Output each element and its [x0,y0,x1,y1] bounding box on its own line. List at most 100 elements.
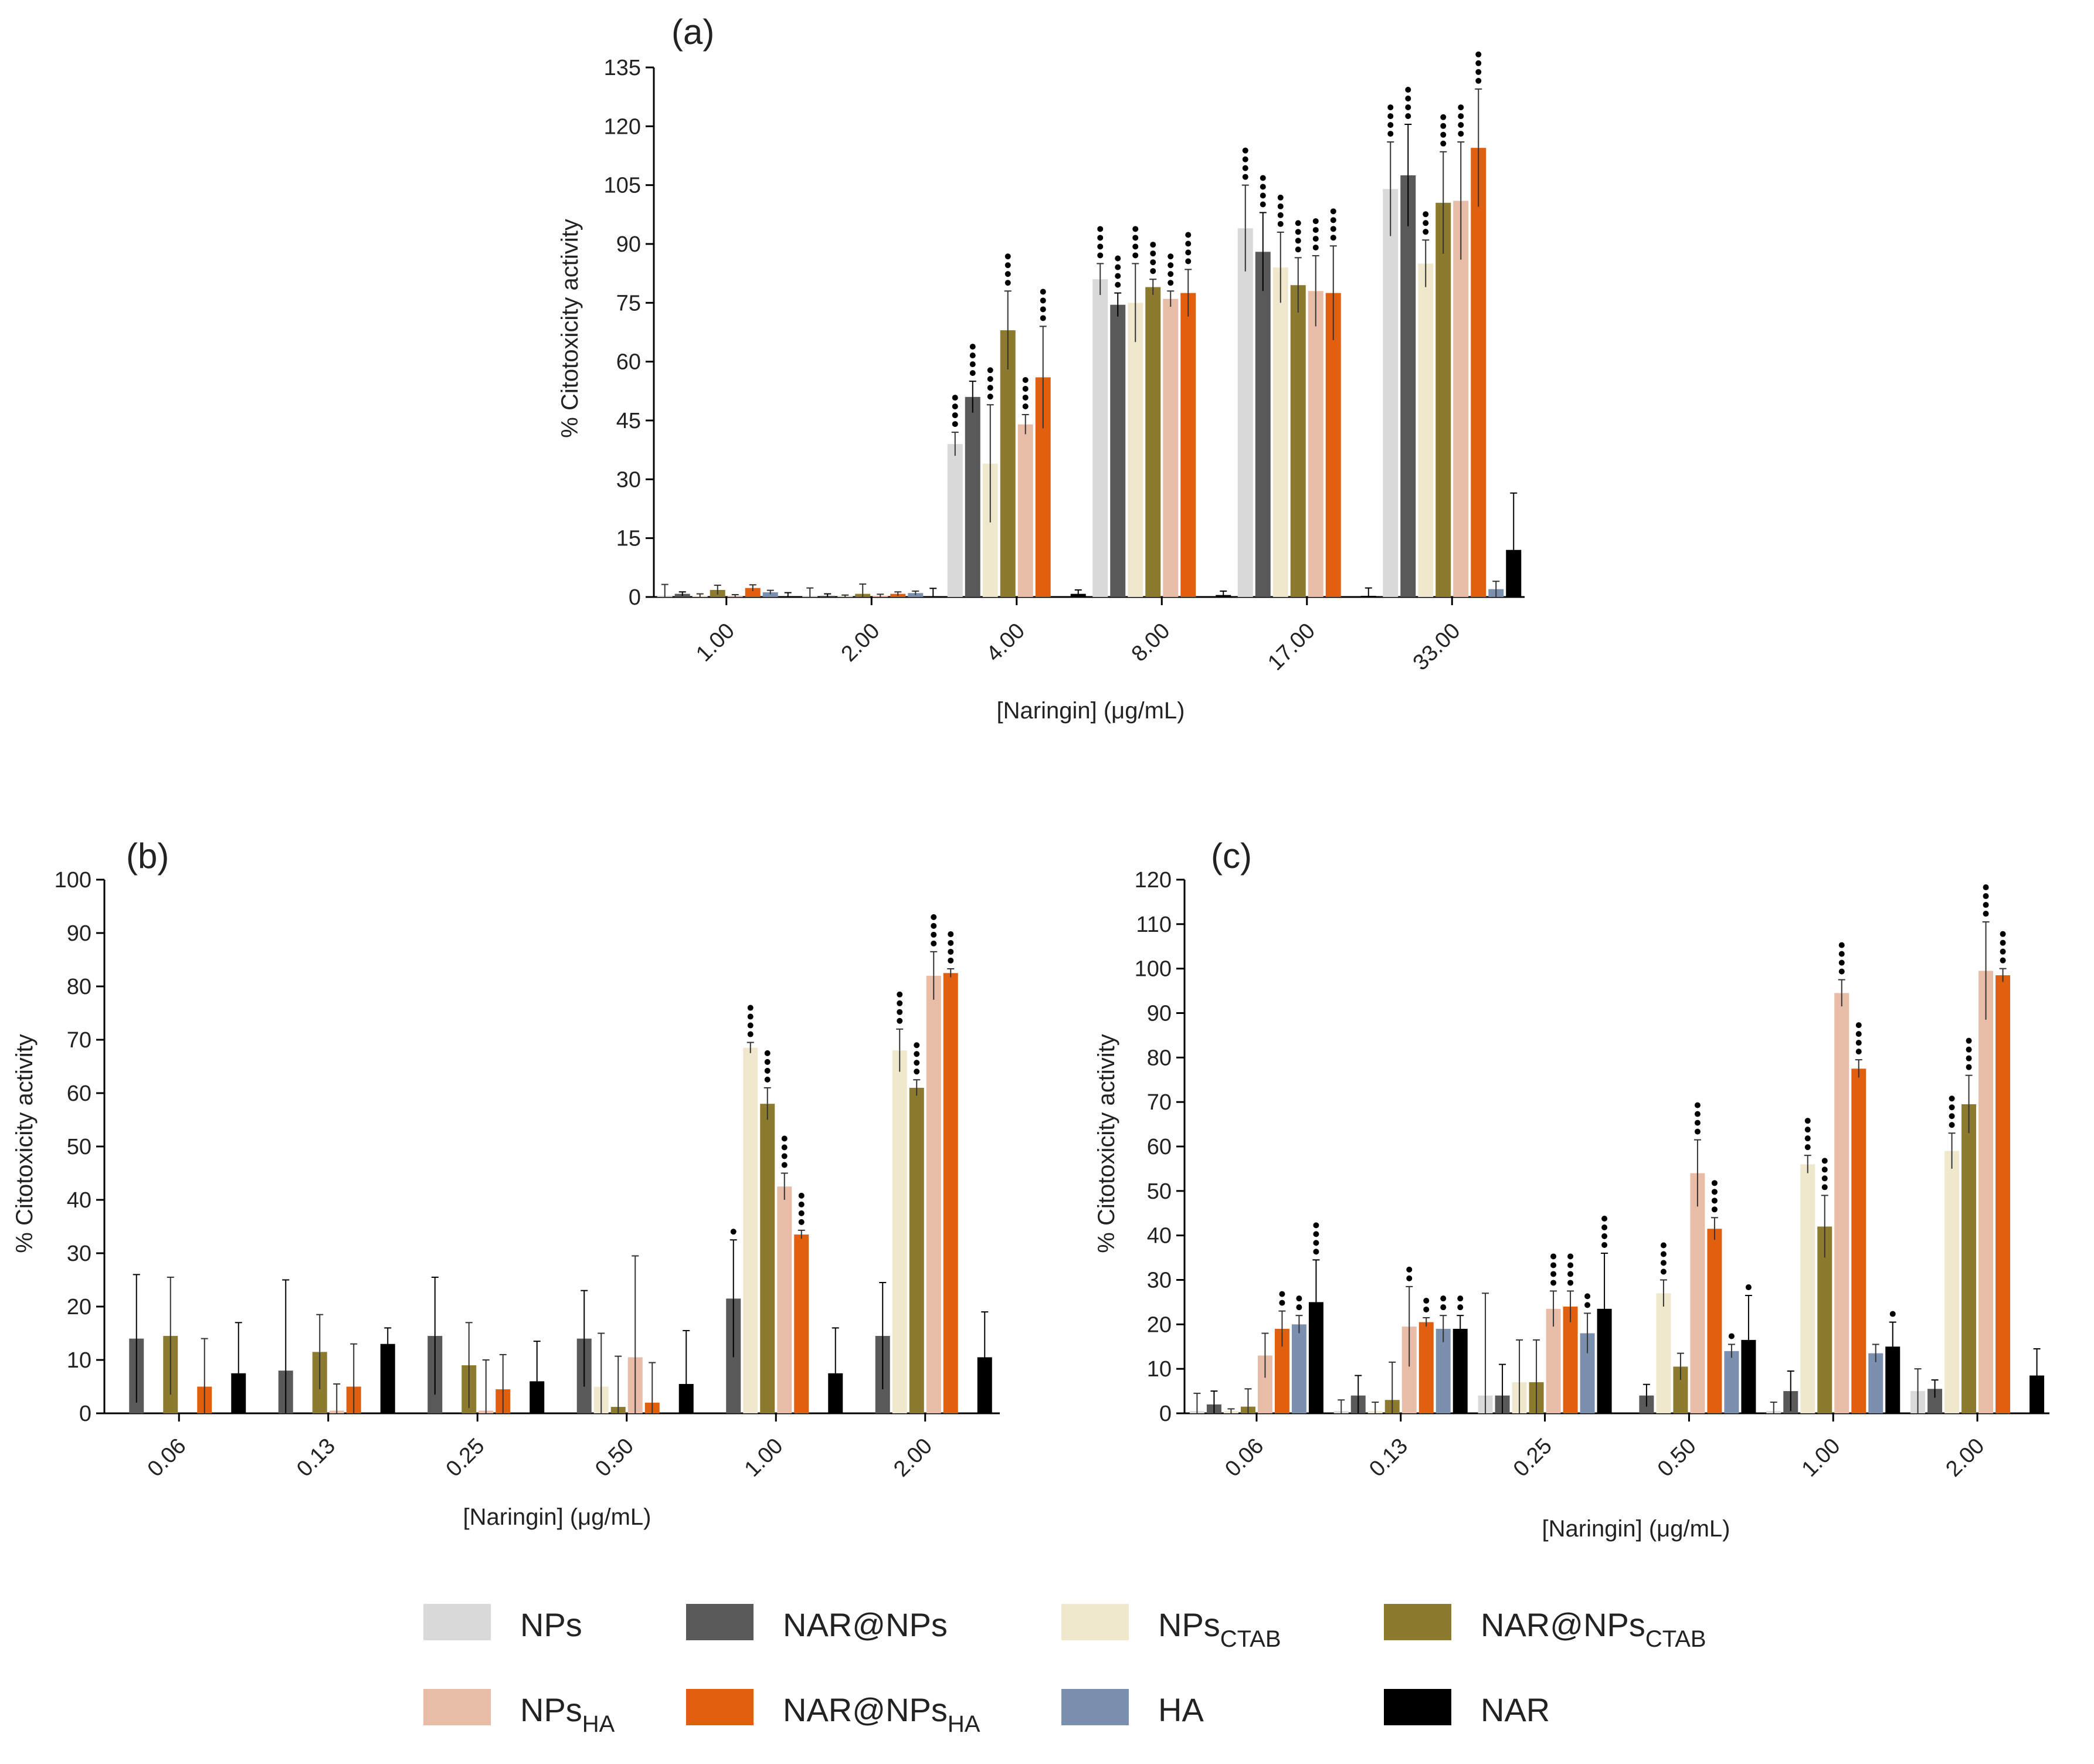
significance-dot [897,1017,903,1024]
x-tick-label: 8.00 [1127,619,1175,667]
significance-dot [1983,911,1989,917]
bar [965,396,980,597]
panel-b-chart: (b) % Citotoxicity activity [Naringin] (… [12,836,1000,1530]
significance-dot [1804,1127,1811,1133]
panel-axes: 0 10 20 30 40 50 60 70 80 90 100 0.06 0.13 0.25 0.50 1.… [55,868,1000,1482]
significance-dot [1804,1118,1811,1124]
significance-dot [1132,252,1139,259]
significance-dot [2000,931,2006,937]
significance-dot [1550,1253,1557,1260]
bar [745,588,761,597]
significance-dot [1022,385,1029,392]
legend-swatch [1384,1689,1451,1725]
significance-dot [1601,1242,1608,1248]
x-tick-label: 33.00 [1409,619,1465,676]
legend-label-main: NAR [1481,1691,1550,1728]
legend-swatch [686,1604,754,1640]
significance-dot [952,412,958,419]
significance-dot [1115,273,1121,279]
panel-a-y-axis-title: % Citotoxicity activity [557,219,583,437]
significance-dot [747,1005,754,1011]
x-tick-label: 4.00 [982,619,1030,667]
panel-c-title: (c) [1211,836,1252,876]
significance-dot [897,1009,903,1015]
legend-label-main: NPs [1158,1606,1220,1643]
significance-dot [1004,280,1011,286]
significance-dot [1440,1304,1447,1311]
significance-dot [1260,201,1266,208]
significance-dot [897,1000,903,1006]
significance-dot [1132,226,1139,232]
significance-dot [1567,1253,1574,1260]
significance-dot [931,940,937,947]
significance-dot [1440,131,1447,138]
bar [1272,267,1288,598]
panel-a-title: (a) [671,12,714,52]
y-tick-label: 40 [1147,1224,1172,1249]
y-tick-label: 10 [1147,1357,1172,1382]
bar [1383,189,1399,597]
y-tick-label: 40 [67,1188,91,1213]
significance-dot [1168,280,1174,286]
significance-dot [897,991,903,998]
legend-label: NAR [1481,1691,1550,1728]
significance-dot [1022,376,1029,383]
y-tick-label: 75 [616,291,641,316]
significance-dot [1440,140,1447,147]
panel-c-x-axis-title: [Naringin] (μg/mL) [1542,1516,1730,1542]
significance-dot [1097,235,1104,241]
legend-item: NAR [1384,1689,1550,1728]
significance-dot [1804,1135,1811,1142]
significance-dot [1475,51,1482,57]
significance-dot [1458,131,1464,137]
legend-swatch [423,1689,491,1725]
significance-dot [1296,1304,1302,1311]
significance-dot [1440,114,1447,120]
bar [1868,1353,1883,1413]
significance-dot [1440,1295,1447,1302]
panel-a-chart: (a) % Citotoxicity activity [Naringin] (… [557,12,1525,724]
significance-dot [1387,122,1394,128]
significance-dot [1949,1104,1955,1111]
x-tick-label: 1.00 [1797,1434,1845,1482]
significance-dot [1185,258,1192,264]
significance-dot [1660,1242,1667,1249]
legend-label: NPsCTAB [1158,1606,1281,1652]
significance-dot [798,1201,805,1207]
y-tick-label: 30 [67,1241,91,1266]
significance-dot [1966,1064,1972,1070]
significance-dot [931,931,937,938]
significance-dot [1949,1122,1955,1128]
x-tick-label: 0.13 [292,1434,340,1482]
significance-dot [2000,948,2006,955]
significance-dot [1457,1295,1464,1302]
significance-dot [1330,217,1336,223]
significance-dot [1150,242,1156,248]
y-tick-label: 120 [604,114,641,139]
legend-item: NPsCTAB [1061,1604,1281,1652]
significance-dot [1458,104,1464,111]
significance-dot [1115,255,1121,262]
bar [1291,1324,1306,1413]
significance-dot [1022,394,1029,401]
significance-dot [952,395,958,401]
significance-dot [1949,1095,1955,1102]
significance-dot [1838,942,1845,948]
y-tick-label: 0 [629,585,641,610]
significance-dot [1185,240,1192,247]
y-tick-label: 110 [1136,912,1172,937]
significance-dot [1040,289,1046,295]
legend-item: NAR@NPs [686,1604,948,1643]
significance-dot [798,1219,805,1225]
panel-b-y-axis-title: % Citotoxicity activity [12,1034,38,1253]
bar [1944,1151,1960,1413]
significance-dot [1966,1046,1972,1053]
y-tick-label: 30 [1147,1268,1172,1293]
legend-label: HA [1158,1691,1204,1728]
significance-dot [1277,194,1284,201]
legend-label: NAR@NPsHA [783,1691,980,1737]
significance-dot [1949,1113,1955,1120]
significance-dot [987,393,993,400]
significance-dot [1423,1306,1430,1312]
